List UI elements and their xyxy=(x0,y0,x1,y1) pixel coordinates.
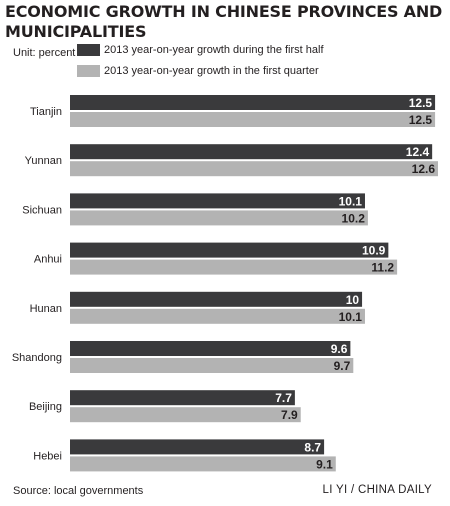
data-label-tianjin-first-quarter: 12.5 xyxy=(409,113,433,127)
legend-item-first-quarter: 2013 year-on-year growth in the first qu… xyxy=(77,64,319,78)
data-label-beijing-first-half: 7.7 xyxy=(275,391,292,405)
bar-anhui-first-quarter xyxy=(70,259,398,275)
bar-anhui-first-half xyxy=(70,242,389,258)
credit-note: LI YI / CHINA DAILY xyxy=(322,484,432,496)
source-note: Source: local governments xyxy=(13,485,144,497)
bar-yunnan-first-quarter xyxy=(70,161,438,177)
category-label-yunnan: Yunnan xyxy=(25,155,62,167)
bar-sichuan-first-quarter xyxy=(70,210,368,226)
category-label-anhui: Anhui xyxy=(34,254,62,266)
bar-yunnan-first-half xyxy=(70,144,433,160)
category-label-sichuan: Sichuan xyxy=(22,204,62,216)
legend-item-first-half: 2013 year-on-year growth during the firs… xyxy=(77,43,324,57)
bar-hunan-first-half xyxy=(70,291,363,307)
data-label-yunnan-first-quarter: 12.6 xyxy=(412,162,436,176)
bar-hebei-first-half xyxy=(70,439,325,455)
data-label-hunan-first-half: 10 xyxy=(346,293,360,307)
data-label-anhui-first-half: 10.9 xyxy=(362,244,386,258)
unit-label: Unit: percent xyxy=(13,47,76,59)
data-label-sichuan-first-half: 10.1 xyxy=(339,194,363,208)
data-label-hunan-first-quarter: 10.1 xyxy=(339,310,363,324)
data-label-shandong-first-half: 9.6 xyxy=(331,342,348,356)
bar-tianjin-first-quarter xyxy=(70,112,436,127)
bar-beijing-first-half xyxy=(70,390,295,406)
legend-swatch-first-quarter xyxy=(77,65,100,77)
legend-label-first-quarter: 2013 year-on-year growth in the first qu… xyxy=(104,65,319,77)
data-label-hebei-first-quarter: 9.1 xyxy=(316,457,333,471)
category-label-beijing: Beijing xyxy=(29,401,62,413)
bar-shandong-first-half xyxy=(70,341,351,356)
bar-shandong-first-quarter xyxy=(70,358,354,373)
data-label-beijing-first-quarter: 7.9 xyxy=(281,408,298,422)
category-label-shandong: Shandong xyxy=(12,352,62,364)
category-label-hunan: Hunan xyxy=(30,303,62,315)
legend-label-first-half: 2013 year-on-year growth during the firs… xyxy=(104,44,324,56)
data-label-yunnan-first-half: 12.4 xyxy=(406,145,430,159)
bar-sichuan-first-half xyxy=(70,193,365,209)
bar-hunan-first-quarter xyxy=(70,308,365,324)
data-label-tianjin-first-half: 12.5 xyxy=(409,96,433,110)
legend-swatch-first-half xyxy=(77,44,100,56)
bar-hebei-first-quarter xyxy=(70,456,336,472)
data-label-hebei-first-half: 8.7 xyxy=(304,440,321,454)
data-label-shandong-first-quarter: 9.7 xyxy=(334,359,351,373)
bar-beijing-first-quarter xyxy=(70,407,301,423)
data-label-anhui-first-quarter: 11.2 xyxy=(371,261,394,275)
chart-title: ECONOMIC GROWTH IN CHINESE PROVINCES AND… xyxy=(5,2,443,41)
category-label-tianjin: Tianjin xyxy=(30,106,62,118)
bar-tianjin-first-half xyxy=(70,95,436,110)
data-label-sichuan-first-quarter: 10.2 xyxy=(342,211,366,225)
category-label-hebei: Hebei xyxy=(33,450,62,462)
